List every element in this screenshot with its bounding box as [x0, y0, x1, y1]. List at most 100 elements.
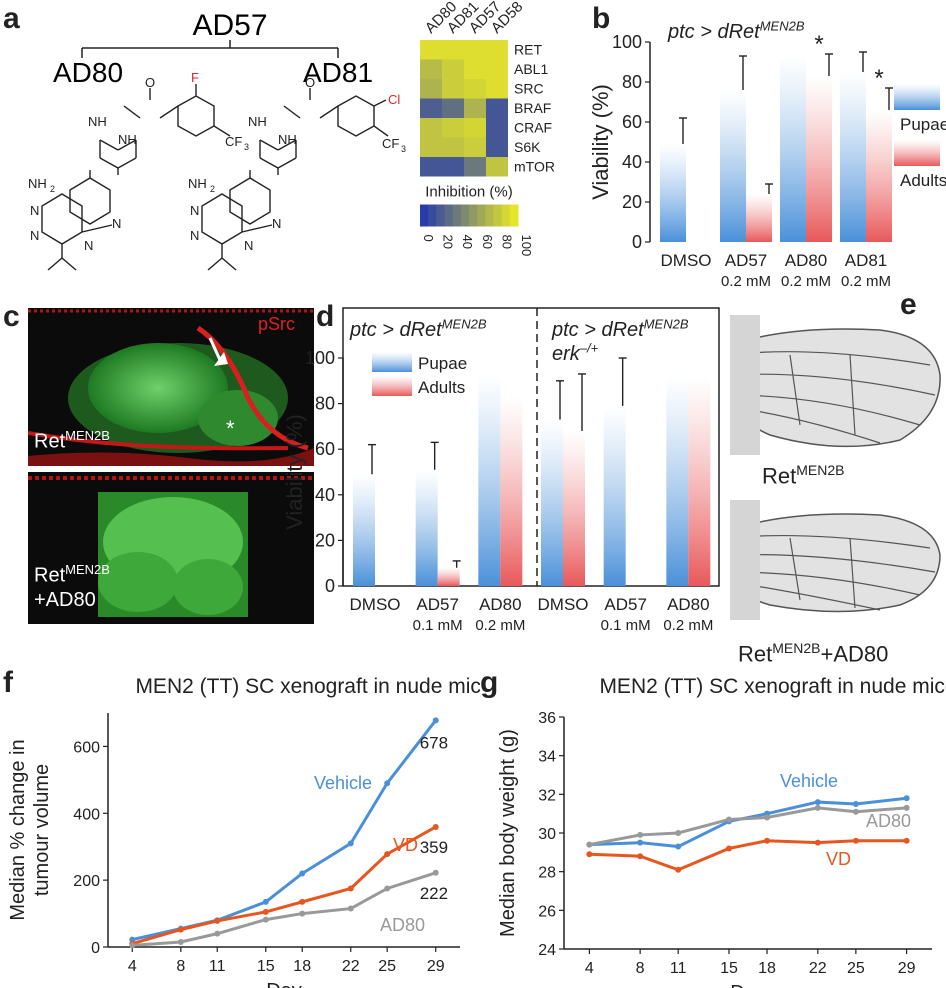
- atom-label: NH: [278, 132, 297, 147]
- panel-label-e: e: [900, 288, 917, 321]
- data-point: [586, 841, 593, 848]
- heatmap-cell: [486, 157, 508, 177]
- colorbar-segment: [469, 204, 478, 227]
- chemical-structures: AD57 AD80 AD81: [28, 9, 406, 271]
- chart-title: MEN2 (TT) SC xenograft in nude mice: [135, 675, 480, 698]
- legend-label: Pupae: [900, 115, 946, 134]
- chart-b-title-sup: MEN2B: [760, 18, 805, 33]
- heatmap-cell: [486, 137, 508, 157]
- x-tick-label: 4: [585, 960, 594, 977]
- atom-label: O: [145, 75, 155, 90]
- molecule-ad81: [201, 88, 389, 271]
- series-label-ad80: AD80: [380, 915, 425, 935]
- panel-label-g: g: [480, 666, 499, 699]
- colorbar-tick-label: 80: [499, 235, 514, 249]
- legend-label: Adults: [900, 171, 946, 190]
- atom-label: 2: [210, 184, 215, 194]
- micrograph-ret-men2b: * pSrc RetMEN2B: [28, 308, 314, 466]
- heatmap-cell: [464, 137, 486, 157]
- colorbar-segment: [460, 204, 470, 227]
- y-tick-label: 100: [305, 348, 335, 368]
- y-tick-label: 34: [538, 749, 556, 766]
- colorbar-segment: [452, 204, 462, 227]
- y-tick-label: 20: [622, 192, 642, 212]
- caption-sup: MEN2B: [796, 462, 845, 478]
- x-tick-label: 18: [758, 960, 776, 977]
- atom-label: CF: [225, 134, 242, 149]
- micrograph-ret-men2b-ad80: RetMEN2B +AD80: [28, 472, 314, 624]
- legend-label: Adults: [418, 378, 465, 397]
- x-category-sublabel: 0.1 mM: [601, 617, 651, 634]
- bar-pupae: [353, 474, 375, 586]
- data-point: [384, 780, 391, 787]
- heatmap-cell: [464, 59, 486, 79]
- x-tick-label: 11: [670, 960, 687, 977]
- heatmap-row-label: SRC: [514, 81, 544, 97]
- data-point: [637, 853, 644, 860]
- series-line-vd: [589, 839, 907, 872]
- series-line-vd: [131, 825, 437, 946]
- x-tick-label: 8: [176, 958, 185, 975]
- colorbar-tick-label: 0: [421, 235, 436, 242]
- data-point: [903, 804, 910, 811]
- bar-pupae: [840, 72, 866, 242]
- y-tick-label: 400: [73, 806, 100, 823]
- data-point: [725, 845, 732, 852]
- data-point: [903, 795, 910, 802]
- x-tick-label: 18: [293, 958, 311, 975]
- y-tick-label: 80: [622, 72, 642, 92]
- y-tick-label: 0: [91, 940, 100, 957]
- x-category-sublabel: 0.2 mM: [475, 617, 525, 634]
- x-tick-label: 25: [378, 958, 396, 975]
- heatmap-cell: [420, 137, 442, 157]
- x-category-label: AD81: [845, 251, 888, 270]
- bar-adults: [806, 76, 832, 242]
- series-line-ad80: [132, 871, 437, 947]
- colorbar-title: Inhibition (%): [425, 184, 513, 201]
- heatmap-cell: [442, 118, 464, 138]
- data-point: [764, 814, 771, 821]
- y-tick-label: 80: [315, 394, 335, 414]
- heatmap-cell: [486, 118, 508, 138]
- chart-d-group-title-1: ptc > dRetMEN2B: [349, 316, 487, 341]
- data-point: [637, 839, 644, 846]
- micrograph-bottom-caption: RetMEN2B +AD80: [34, 558, 110, 612]
- heatmap-cell: [442, 137, 464, 157]
- data-point: [347, 885, 354, 892]
- caption-tail: +AD80: [820, 641, 889, 667]
- x-tick-label: 25: [847, 960, 865, 977]
- caption-sup: MEN2B: [772, 640, 821, 656]
- y-axis-label-line1: Median % change in: [7, 739, 29, 920]
- colorbar-segment: [428, 204, 437, 227]
- y-tick-label: 26: [538, 903, 556, 920]
- micrograph-ret-men2b-ad80-image: [28, 472, 314, 624]
- atom-label: N: [84, 238, 93, 253]
- caption-line2: +AD80: [34, 588, 96, 611]
- x-tick-label: 29: [898, 960, 916, 977]
- wing-image-ret-men2b-ad80: [730, 500, 944, 620]
- data-point: [814, 839, 821, 846]
- data-point: [903, 837, 910, 844]
- bar-pupae: [541, 419, 563, 586]
- x-category-sublabel: 0.2 mM: [663, 617, 713, 634]
- y-tick-label: 36: [538, 710, 556, 727]
- x-tick-label: 8: [636, 960, 645, 977]
- y-axis-label: Viability (%): [588, 84, 613, 200]
- series-label-vehicle: Vehicle: [314, 773, 372, 793]
- data-point: [384, 851, 391, 858]
- bar-pupae: [478, 373, 501, 586]
- caption-main: Ret: [762, 463, 797, 489]
- molecule-ad80: [41, 84, 231, 271]
- x-axis-label: Day: [266, 980, 302, 988]
- data-point: [675, 866, 682, 873]
- bar-pupae: [780, 56, 806, 242]
- inhibition-heatmap: AD80AD81AD57AD58RETABL1SRCBRAFCRAFS6KmTO…: [420, 0, 555, 256]
- heatmap-cell: [442, 79, 464, 99]
- panel-label-a: a: [3, 2, 20, 35]
- asterisk-marker: *: [226, 416, 235, 441]
- heatmap-cell: [442, 157, 464, 177]
- y-tick-label: 32: [538, 787, 556, 804]
- chart-d-group-title-2-line2-main: erk: [552, 343, 581, 365]
- colorbar-tick-label: 60: [480, 235, 495, 249]
- end-value-label: 222: [420, 884, 448, 903]
